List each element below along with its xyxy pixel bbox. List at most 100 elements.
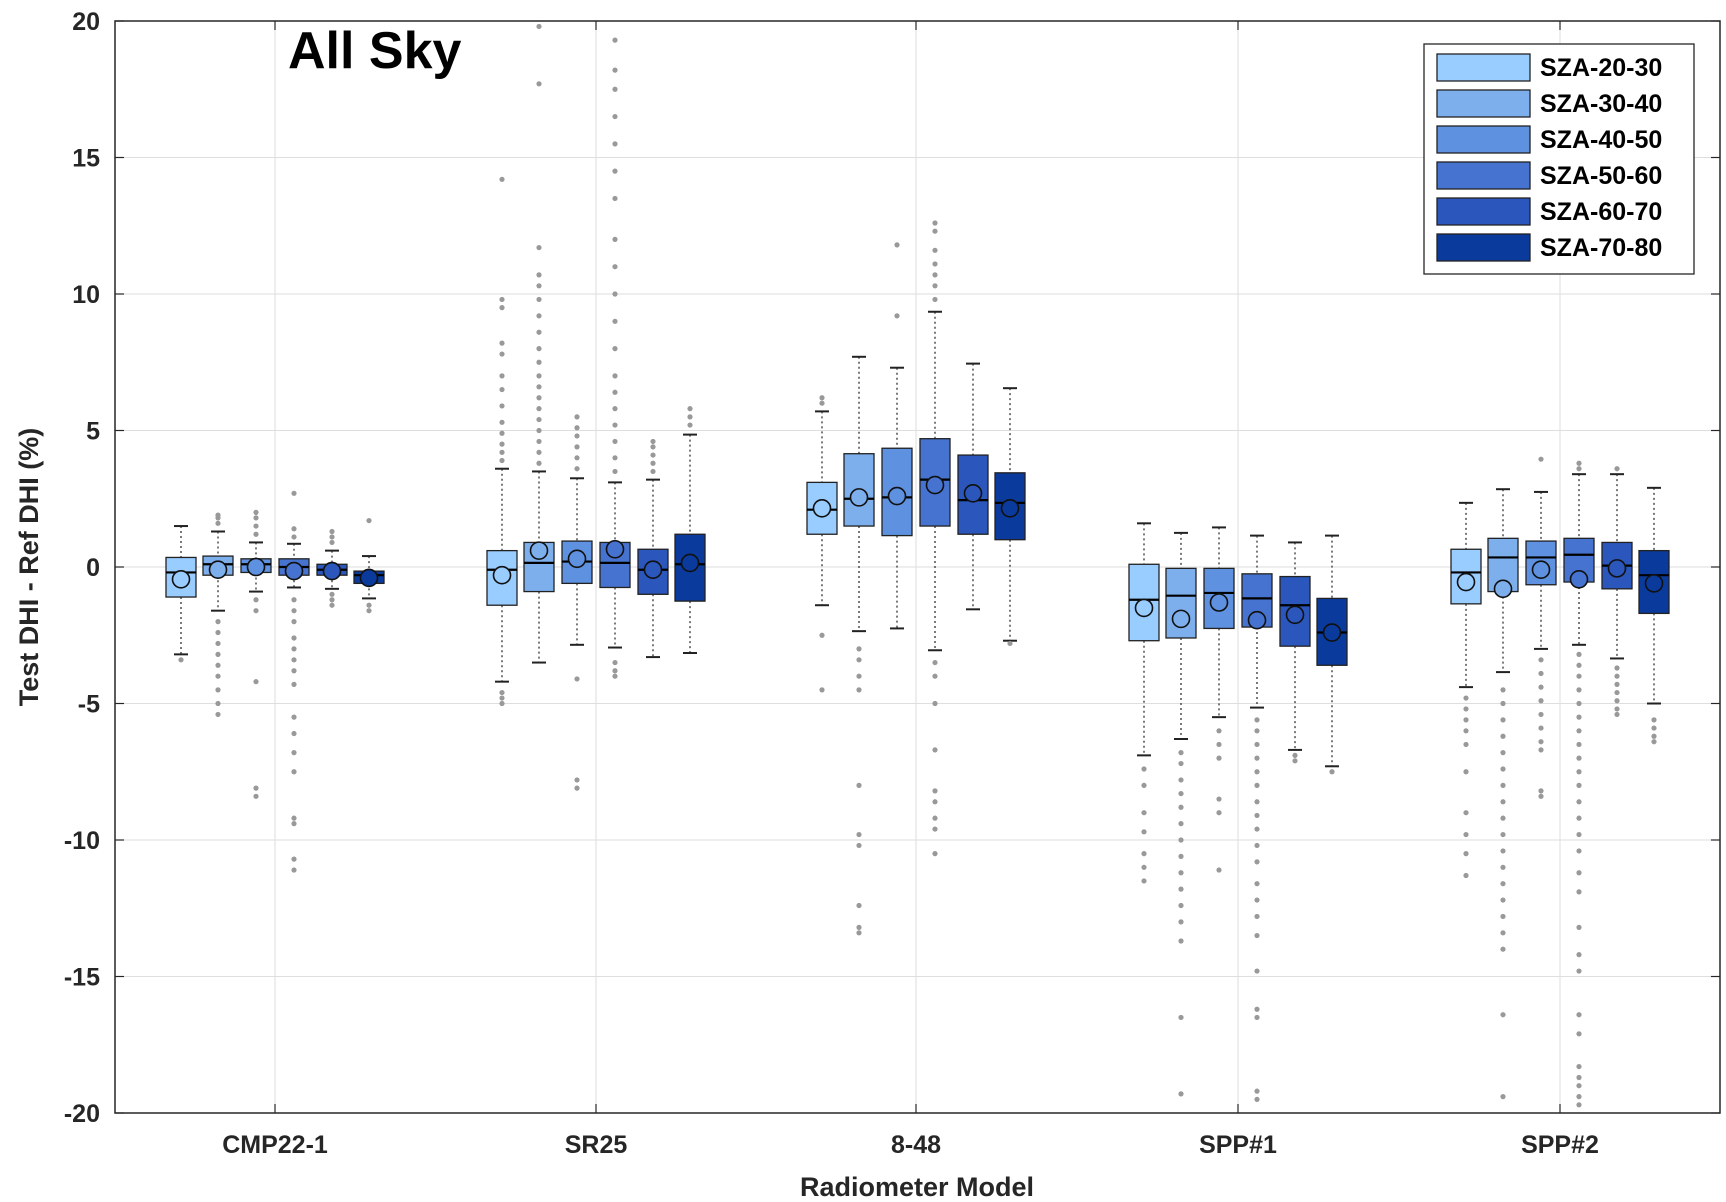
outlier-point <box>536 272 542 278</box>
outlier-point <box>687 422 693 428</box>
outlier-point <box>1500 687 1506 693</box>
x-axis-title: Radiometer Model <box>800 1172 1034 1202</box>
legend-entry-label: SZA-50-60 <box>1540 162 1662 190</box>
outlier-point <box>574 455 580 461</box>
outlier-point <box>1007 640 1013 647</box>
mean-marker <box>529 541 549 560</box>
outlier-point <box>1463 695 1469 701</box>
outlier-point <box>178 657 184 663</box>
box-SZA-60-70-CMP22-1 <box>316 528 348 608</box>
outlier-point <box>1500 799 1506 805</box>
outlier-point <box>932 788 938 794</box>
outlier-point <box>1254 1014 1260 1021</box>
iqr-box <box>1450 548 1482 605</box>
box-SZA-60-70-SPP#1 <box>1279 541 1311 764</box>
outlier-point <box>536 23 542 30</box>
mean-marker <box>605 539 625 559</box>
mean-marker <box>1322 623 1342 642</box>
outlier-point <box>1178 886 1184 892</box>
outlier-point <box>932 673 938 679</box>
box-SZA-60-70-SR25 <box>637 438 669 659</box>
box-SZA-20-30-SR25 <box>486 176 518 707</box>
outlier-point <box>574 444 580 450</box>
outlier-point <box>499 695 505 701</box>
mean-marker <box>1247 610 1267 630</box>
outlier-point <box>1500 913 1506 920</box>
outlier-point <box>1178 750 1184 756</box>
outlier-point <box>1254 932 1260 939</box>
y-axis-title: Test DHI - Ref DHI (%) <box>14 428 44 707</box>
outlier-point <box>1576 755 1582 761</box>
y-tick-label: 0 <box>86 554 100 582</box>
mean-marker <box>1209 593 1229 612</box>
outlier-point <box>291 821 297 827</box>
legend-swatch <box>1436 53 1531 82</box>
outlier-point <box>366 517 372 524</box>
outlier-point <box>612 291 618 297</box>
mean-marker <box>567 549 587 569</box>
outlier-point <box>291 815 297 821</box>
outlier-point <box>291 619 297 625</box>
box-SZA-20-30-8-48 <box>806 395 838 693</box>
tick-labels: -20 -15 -10 -5 0 5 10 15 20 CMP22-1 SR25 8-48 SPP#1 S… <box>64 8 1599 1159</box>
outlier-point <box>499 373 505 379</box>
outlier-point <box>536 359 542 365</box>
outlier-point <box>1614 711 1620 718</box>
outlier-point <box>215 711 221 718</box>
outlier-point <box>1216 741 1222 748</box>
outlier-point <box>612 168 618 174</box>
outlier-point <box>1500 766 1506 772</box>
outlier-point <box>1576 1102 1582 1108</box>
outlier-point <box>1538 698 1544 704</box>
outlier-point <box>536 416 542 423</box>
outlier-point <box>1178 1091 1184 1097</box>
outlier-point <box>1500 717 1506 723</box>
outlier-point <box>1576 1094 1582 1100</box>
outlier-point <box>1576 1063 1582 1070</box>
mean-marker <box>492 565 512 585</box>
outlier-point <box>291 635 297 641</box>
box-groups <box>165 23 1670 1108</box>
outlier-point <box>536 283 542 289</box>
outlier-point <box>215 520 221 526</box>
outlier-point <box>1576 662 1582 668</box>
outlier-point <box>1576 924 1582 930</box>
outlier-point <box>499 351 505 357</box>
outlier-point <box>1538 793 1544 799</box>
outlier-point <box>536 460 542 466</box>
box-SZA-40-50-SPP#1 <box>1203 526 1235 873</box>
outlier-point <box>1614 706 1620 712</box>
outlier-point <box>215 619 221 625</box>
outlier-point <box>932 296 938 303</box>
outlier-point <box>1500 864 1506 870</box>
outlier-point <box>536 373 542 379</box>
outlier-point <box>856 657 862 663</box>
outlier-point <box>253 523 259 529</box>
outlier-point <box>1500 700 1506 707</box>
outlier-point <box>1538 788 1544 794</box>
outlier-point <box>612 406 618 412</box>
box-SZA-50-60-8-48 <box>919 220 951 857</box>
outlier-point <box>366 602 372 608</box>
outlier-point <box>291 681 297 687</box>
outlier-point <box>329 534 335 540</box>
outlier-point <box>215 687 221 693</box>
outlier-point <box>1538 670 1544 677</box>
outlier-point <box>856 902 862 909</box>
box-SZA-50-60-SPP#2 <box>1563 460 1595 1108</box>
outlier-point <box>536 406 542 412</box>
box-SZA-40-50-8-48 <box>881 242 913 630</box>
grid <box>115 20 1720 1114</box>
outlier-point <box>1216 755 1222 761</box>
outlier-point <box>1576 466 1582 472</box>
outlier-point <box>1576 1074 1582 1081</box>
mean-marker <box>1569 569 1589 589</box>
outlier-point <box>932 261 938 267</box>
legend-entry-label: SZA-40-50 <box>1540 126 1662 154</box>
outlier-point <box>1254 842 1260 849</box>
outlier-point <box>932 700 938 707</box>
outlier-point <box>253 679 259 685</box>
outlier-point <box>1178 777 1184 783</box>
outlier-point <box>612 468 618 475</box>
outlier-point <box>253 531 259 537</box>
